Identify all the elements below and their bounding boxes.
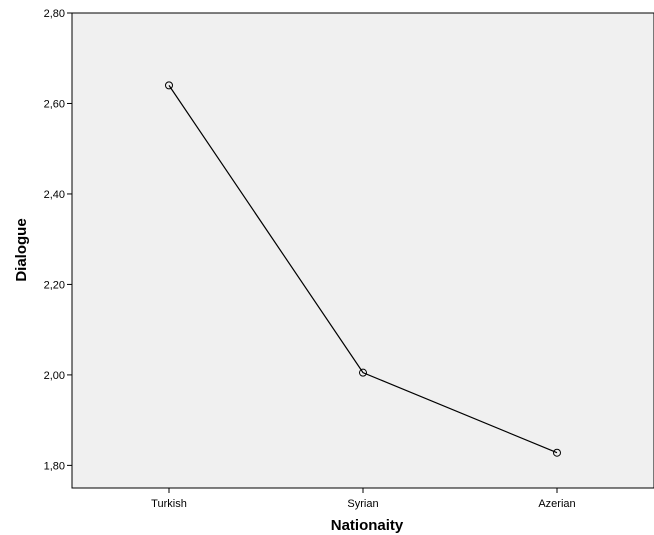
y-tick-label: 2,20 <box>44 279 65 291</box>
x-axis-title: Nationaity <box>331 517 404 534</box>
series-layer <box>165 81 561 457</box>
y-tick-label: 2,00 <box>44 370 65 382</box>
series-line <box>168 85 558 454</box>
x-tick-label: Azerian <box>538 498 575 510</box>
data-point-turkish <box>165 81 173 90</box>
y-axis-title: Dialogue <box>13 218 30 281</box>
data-point-azerian <box>553 448 561 457</box>
x-tick-label: Syrian <box>347 498 378 510</box>
y-tick-label: 2,40 <box>44 189 65 201</box>
data-point-syrian <box>359 368 367 377</box>
plot-area <box>71 12 654 489</box>
x-axis-ticks: Turkish Syrian Azerian <box>151 488 576 510</box>
y-tick-label: 2,80 <box>44 8 65 20</box>
y-tick-label: 2,60 <box>44 98 65 110</box>
x-tick-label: Turkish <box>151 498 187 510</box>
y-axis-ticks: 1,80 2,00 2,20 2,40 2,60 2,80 <box>44 8 72 472</box>
y-tick-label: 1,80 <box>44 460 65 472</box>
